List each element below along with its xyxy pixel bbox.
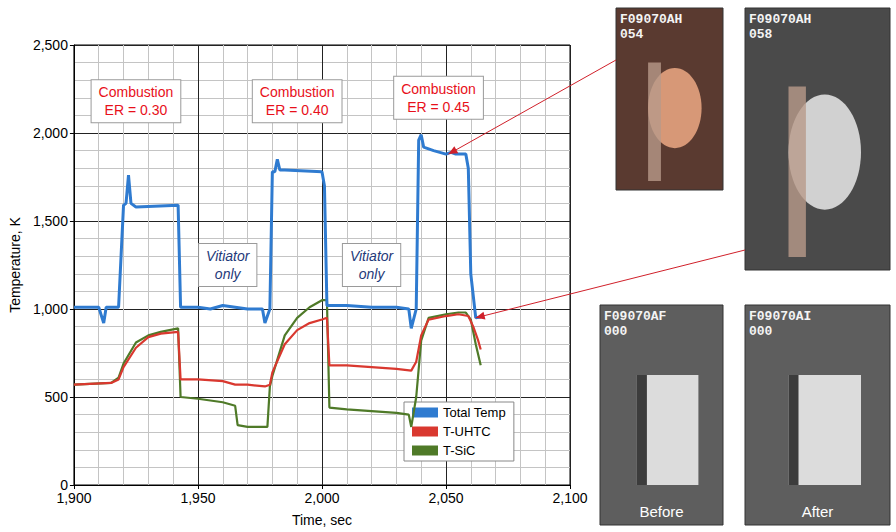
svg-text:1,900: 1,900 — [56, 490, 91, 506]
svg-text:Temperature, K: Temperature, K — [7, 216, 23, 312]
svg-text:After: After — [802, 503, 834, 520]
svg-text:Vitiator: Vitiator — [350, 248, 395, 264]
svg-text:only: only — [359, 266, 386, 282]
svg-text:Before: Before — [639, 503, 683, 520]
svg-text:Time, sec: Time, sec — [292, 512, 352, 528]
svg-text:054: 054 — [620, 27, 644, 42]
svg-text:F09070AH: F09070AH — [749, 12, 811, 27]
svg-text:2,050: 2,050 — [428, 490, 463, 506]
svg-text:only: only — [215, 266, 242, 282]
svg-text:F09070AF: F09070AF — [604, 309, 667, 324]
svg-text:1,000: 1,000 — [33, 301, 68, 317]
svg-text:2,500: 2,500 — [33, 37, 68, 53]
svg-text:ER = 0.30: ER = 0.30 — [105, 102, 168, 118]
svg-text:500: 500 — [45, 389, 69, 405]
svg-text:F09070AH: F09070AH — [620, 12, 682, 27]
svg-text:T-UHTC: T-UHTC — [443, 424, 491, 439]
svg-text:Total Temp: Total Temp — [443, 405, 506, 420]
svg-text:1,950: 1,950 — [180, 490, 215, 506]
svg-text:ER = 0.45: ER = 0.45 — [407, 99, 470, 115]
svg-text:0: 0 — [60, 477, 68, 493]
svg-text:2,100: 2,100 — [552, 490, 587, 506]
svg-text:ER = 0.40: ER = 0.40 — [266, 102, 329, 118]
svg-text:000: 000 — [604, 324, 628, 339]
svg-text:Combustion: Combustion — [260, 84, 335, 100]
svg-text:1,500: 1,500 — [33, 213, 68, 229]
svg-text:000: 000 — [749, 324, 773, 339]
svg-text:F09070AI: F09070AI — [749, 309, 811, 324]
svg-text:Vitiator: Vitiator — [206, 248, 251, 264]
svg-text:Combustion: Combustion — [99, 84, 174, 100]
svg-text:2,000: 2,000 — [33, 125, 68, 141]
svg-text:Combustion: Combustion — [401, 81, 476, 97]
svg-text:058: 058 — [749, 27, 773, 42]
svg-text:T-SiC: T-SiC — [443, 443, 476, 458]
svg-text:2,000: 2,000 — [304, 490, 339, 506]
